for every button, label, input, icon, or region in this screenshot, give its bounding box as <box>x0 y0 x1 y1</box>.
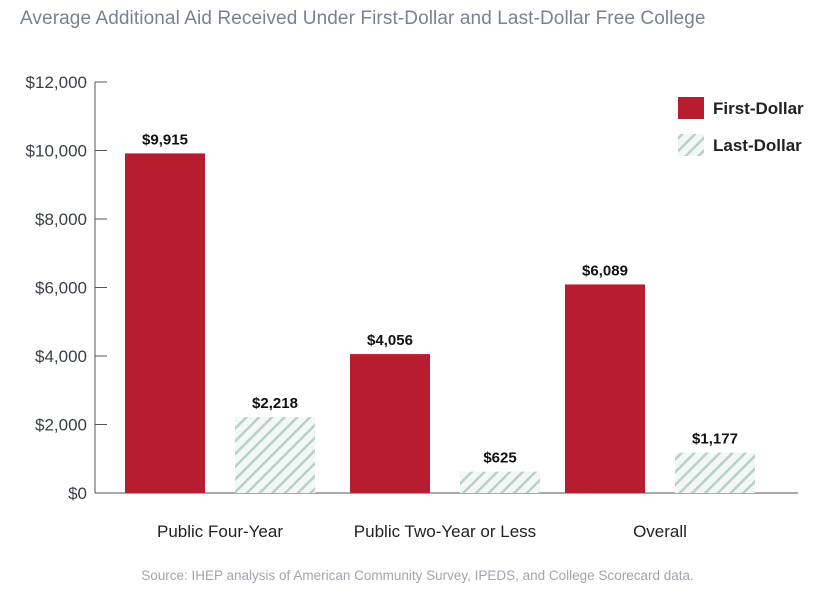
y-tick-label: $10,000 <box>26 142 87 161</box>
x-category-label: Public Four-Year <box>157 522 283 541</box>
bar-first-dollar-0 <box>125 153 205 493</box>
bar-last-dollar-1 <box>460 471 540 493</box>
data-label: $625 <box>483 450 516 467</box>
data-label: $2,218 <box>252 395 298 412</box>
legend-label-0: First-Dollar <box>713 99 804 118</box>
bar-last-dollar-0 <box>235 417 315 493</box>
chart-title: Average Additional Aid Received Under Fi… <box>20 8 706 29</box>
source-note: Source: IHEP analysis of American Commun… <box>141 568 694 583</box>
bar-first-dollar-2 <box>565 284 645 493</box>
data-label: $4,056 <box>367 332 413 349</box>
legend-label-1: Last-Dollar <box>713 136 802 155</box>
y-tick-label: $12,000 <box>26 73 87 92</box>
data-label: $9,915 <box>142 131 188 148</box>
axes: $0 $2,000 $4,000 $6,000 $8,000 $10,000 $12,000… <box>26 73 798 541</box>
legend-swatch-0 <box>678 97 704 119</box>
y-tick-label: $8,000 <box>35 210 87 229</box>
bar-first-dollar-1 <box>350 354 430 493</box>
bars: $9,915 $2,218 $4,056 $625 $6,089 $1,177 <box>125 131 755 493</box>
x-category-label: Public Two-Year or Less <box>354 522 536 541</box>
y-tick-label: $6,000 <box>35 279 87 298</box>
data-label: $6,089 <box>582 262 628 279</box>
legend: First-Dollar Last-Dollar <box>678 97 804 156</box>
y-tick-label: $2,000 <box>35 416 87 435</box>
x-category-label: Overall <box>633 522 687 541</box>
legend-swatch-1 <box>678 134 704 156</box>
data-label: $1,177 <box>692 431 738 448</box>
y-tick-label: $4,000 <box>35 347 87 366</box>
y-tick-label: $0 <box>68 484 87 503</box>
bar-last-dollar-2 <box>675 452 755 493</box>
